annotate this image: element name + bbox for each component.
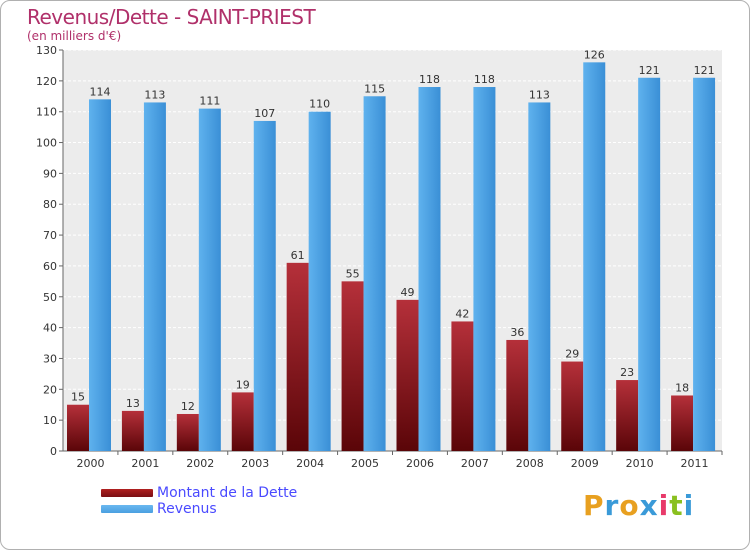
data-label-revenus: 126 (584, 48, 605, 61)
bar-revenus (308, 111, 331, 451)
y-tick-label: 120 (36, 75, 57, 88)
bar-revenus (253, 120, 276, 451)
data-label-dette: 36 (510, 326, 524, 339)
y-tick-label: 90 (43, 167, 57, 180)
bar-dette (176, 413, 199, 451)
x-tick-label: 2009 (571, 457, 599, 470)
data-label-revenus: 121 (694, 64, 715, 77)
y-tick-label: 110 (36, 106, 57, 119)
bar-revenus (418, 87, 441, 451)
bar-revenus (528, 102, 551, 451)
proxiti-logo: Proxiti (583, 489, 694, 522)
bar-revenus (363, 96, 386, 452)
bar-dette (341, 281, 364, 451)
x-tick-label: 2000 (76, 457, 104, 470)
chart-title: Revenus/Dette - SAINT-PRIEST (27, 5, 316, 29)
legend-item-revenus: Revenus (101, 501, 297, 517)
y-tick-label: 70 (43, 229, 57, 242)
data-label-dette: 42 (455, 307, 469, 320)
logo-letter: i (658, 489, 670, 522)
bar-dette (286, 262, 309, 451)
bar-dette (451, 321, 474, 451)
legend-swatch-revenus (101, 505, 153, 513)
legend-label-dette: Montant de la Dette (157, 485, 298, 501)
x-tick-label: 2005 (351, 457, 379, 470)
y-tick-label: 0 (50, 445, 57, 458)
bar-dette (671, 395, 694, 451)
x-tick-label: 2003 (241, 457, 269, 470)
y-tick-label: 40 (43, 322, 57, 335)
data-label-revenus: 115 (364, 82, 385, 95)
logo-letter: P (583, 489, 605, 522)
bar-revenus (693, 77, 716, 451)
data-label-revenus: 113 (144, 88, 165, 101)
x-tick-label: 2002 (186, 457, 214, 470)
y-tick-label: 60 (43, 260, 57, 273)
bar-revenus (143, 102, 166, 451)
x-tick-label: 2008 (516, 457, 544, 470)
data-label-dette: 49 (401, 286, 415, 299)
bar-dette (396, 299, 419, 451)
data-label-dette: 18 (675, 381, 689, 394)
y-tick-label: 20 (43, 383, 57, 396)
data-label-revenus: 113 (529, 88, 550, 101)
data-label-dette: 13 (126, 397, 140, 410)
data-label-revenus: 118 (419, 73, 440, 86)
x-tick-label: 2011 (681, 457, 709, 470)
bar-revenus (89, 99, 111, 451)
y-tick-label: 50 (43, 291, 57, 304)
y-tick-label: 100 (36, 137, 57, 150)
data-label-revenus: 107 (254, 107, 275, 120)
data-label-dette: 29 (565, 348, 579, 361)
y-tick-label: 130 (36, 44, 57, 57)
data-label-revenus: 118 (474, 73, 495, 86)
bar-dette (231, 392, 254, 451)
legend-swatch-dette (101, 489, 153, 497)
data-label-dette: 19 (236, 378, 250, 391)
x-tick-label: 2010 (626, 457, 654, 470)
data-label-dette: 23 (620, 366, 634, 379)
logo-letter: r (604, 489, 620, 522)
bar-revenus (198, 108, 221, 451)
bar-dette (616, 380, 639, 451)
y-tick-label: 80 (43, 198, 57, 211)
data-label-revenus: 110 (309, 98, 330, 111)
bar-dette (561, 361, 584, 451)
y-tick-label: 10 (43, 414, 57, 427)
x-tick-label: 2004 (296, 457, 324, 470)
x-tick-label: 2006 (406, 457, 434, 470)
legend-label-revenus: Revenus (157, 501, 217, 517)
x-tick-label: 2001 (131, 457, 159, 470)
bar-dette (506, 339, 529, 451)
data-label-revenus: 111 (199, 95, 220, 108)
data-label-dette: 12 (181, 400, 195, 413)
chart-subtitle: (en milliers d'€) (27, 29, 122, 43)
logo-letter: o (619, 489, 640, 522)
logo-letter: i (683, 489, 695, 522)
bar-revenus (473, 87, 496, 451)
plot-area (63, 50, 722, 451)
y-tick-label: 30 (43, 352, 57, 365)
bar-dette (67, 404, 89, 451)
data-label-dette: 55 (346, 267, 360, 280)
logo-letter: t (669, 489, 684, 522)
bar-dette (121, 410, 144, 451)
legend-item-dette: Montant de la Dette (101, 485, 297, 501)
bar-revenus (638, 77, 661, 451)
x-tick-label: 2007 (461, 457, 489, 470)
bar-revenus (583, 62, 606, 451)
data-label-revenus: 121 (639, 64, 660, 77)
logo-letter: x (639, 489, 659, 522)
data-label-dette: 61 (291, 249, 305, 262)
data-label-revenus: 114 (90, 85, 111, 98)
data-label-dette: 15 (71, 391, 85, 404)
legend: Montant de la Dette Revenus (101, 485, 297, 517)
